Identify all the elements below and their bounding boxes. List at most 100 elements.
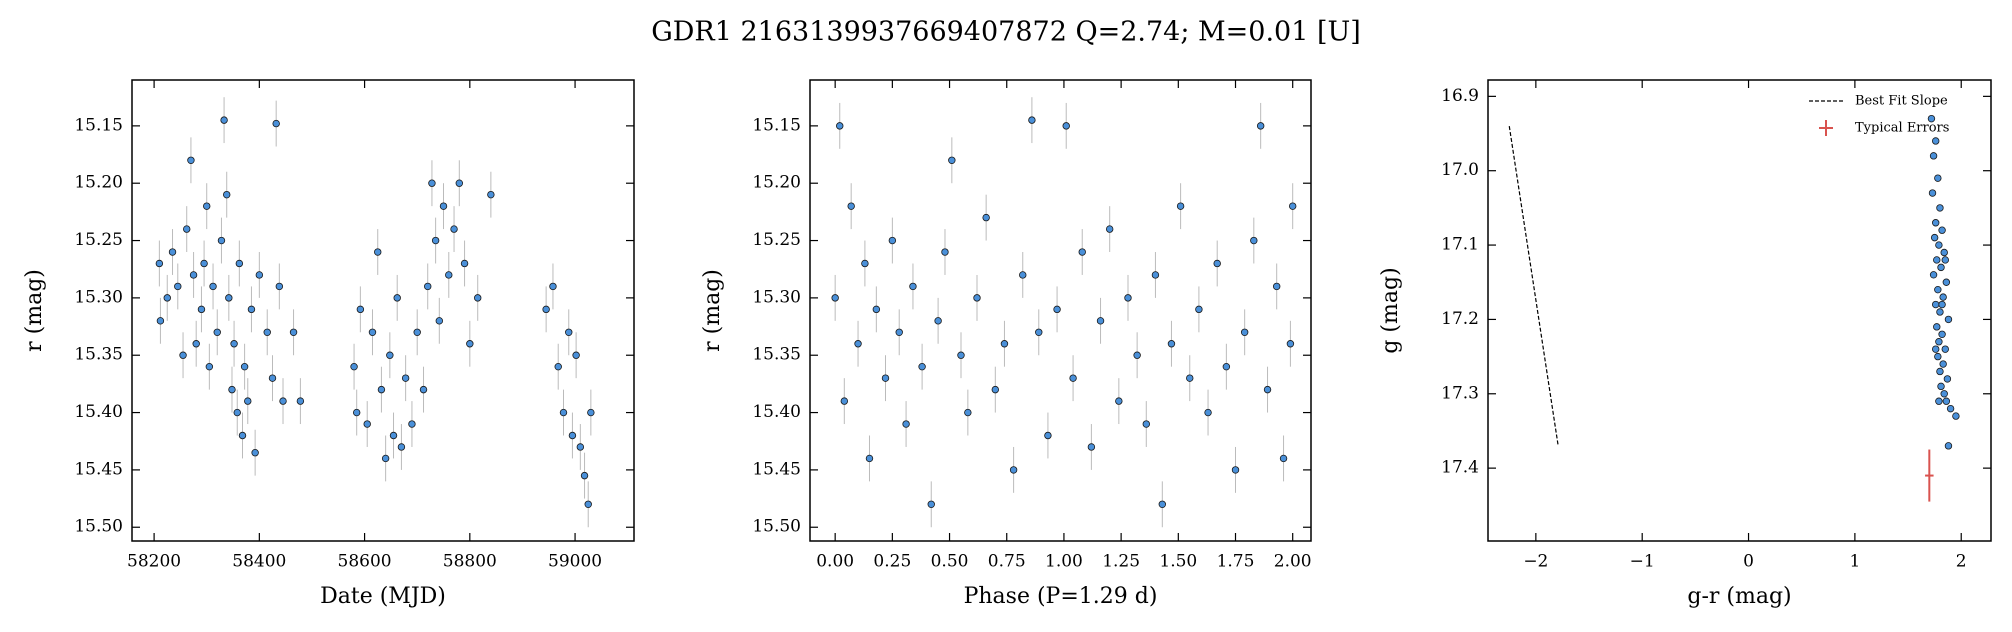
point xyxy=(1009,466,1018,474)
point xyxy=(374,248,382,256)
point xyxy=(1087,443,1096,451)
point xyxy=(155,259,164,268)
point xyxy=(1044,431,1052,440)
y-tick-label: 15.25 xyxy=(74,230,123,250)
point xyxy=(225,294,233,302)
point xyxy=(393,294,401,302)
y-tick-label: 15.15 xyxy=(752,115,801,135)
x-axis-label: Phase (P=1.29 d) xyxy=(964,584,1158,609)
point xyxy=(183,225,191,233)
point xyxy=(240,362,249,371)
x-tick-label: 59000 xyxy=(548,552,602,572)
point xyxy=(957,351,965,359)
point xyxy=(1115,397,1123,405)
point xyxy=(263,328,271,336)
point xyxy=(1062,122,1070,130)
point xyxy=(1938,300,1946,309)
x-tick-label: 1.75 xyxy=(1217,552,1255,572)
point xyxy=(247,305,256,314)
point xyxy=(1279,454,1288,463)
point xyxy=(1019,271,1027,279)
y-tick-label: 17.0 xyxy=(1441,160,1479,180)
point xyxy=(168,248,177,256)
point xyxy=(397,443,406,451)
point xyxy=(934,317,942,325)
plot-area xyxy=(831,97,1297,528)
point xyxy=(831,294,839,302)
x-tick-label: 0 xyxy=(1743,552,1754,572)
point xyxy=(192,340,200,348)
point xyxy=(587,408,595,417)
point xyxy=(909,282,917,291)
point xyxy=(1186,374,1194,382)
x-tick-label: 0.50 xyxy=(931,552,969,572)
point xyxy=(352,408,361,417)
point xyxy=(1944,315,1953,324)
point xyxy=(197,305,206,314)
point xyxy=(568,431,577,440)
point xyxy=(268,374,277,382)
point xyxy=(1256,122,1265,130)
point xyxy=(572,351,580,359)
legend-label: Typical Errors xyxy=(1855,121,1949,136)
point xyxy=(549,282,557,291)
point xyxy=(1930,233,1939,242)
legend-label: Best Fit Slope xyxy=(1855,94,1948,109)
point xyxy=(847,202,855,210)
point xyxy=(408,420,416,428)
plot-area xyxy=(155,97,595,528)
point xyxy=(1934,174,1942,182)
point xyxy=(1938,330,1946,338)
point xyxy=(1035,328,1043,336)
point xyxy=(235,259,244,268)
point xyxy=(419,385,428,394)
point xyxy=(200,259,208,268)
point xyxy=(1222,362,1231,371)
point xyxy=(445,271,453,279)
point xyxy=(272,119,280,128)
x-tick-label: −1 xyxy=(1630,552,1655,572)
x-tick-label: 58200 xyxy=(127,552,181,572)
point xyxy=(203,202,211,210)
y-axis-label: r (mag) xyxy=(700,269,725,352)
point xyxy=(174,282,182,291)
point xyxy=(1941,345,1949,353)
point xyxy=(251,448,259,457)
point xyxy=(205,362,214,371)
point xyxy=(1935,397,1943,405)
y-tick-label: 15.35 xyxy=(74,345,123,365)
point xyxy=(895,328,903,336)
point xyxy=(1195,305,1203,314)
point xyxy=(1946,404,1955,413)
point xyxy=(1231,466,1240,474)
point xyxy=(580,471,589,480)
point xyxy=(1936,367,1944,376)
y-tick-label: 15.30 xyxy=(752,287,801,307)
point xyxy=(1932,137,1940,145)
point xyxy=(1935,338,1943,346)
point xyxy=(881,374,890,382)
point xyxy=(1940,248,1948,257)
point xyxy=(1934,285,1942,294)
y-tick-label: 15.35 xyxy=(752,345,801,365)
point xyxy=(350,362,358,371)
point xyxy=(1940,390,1948,398)
point xyxy=(213,328,221,336)
point xyxy=(1939,293,1947,301)
point xyxy=(356,305,365,314)
point xyxy=(289,328,298,336)
point xyxy=(1176,202,1185,210)
y-tick-label: 17.1 xyxy=(1441,235,1479,255)
x-axis-label: Date (MJD) xyxy=(320,584,446,609)
point xyxy=(865,454,874,463)
x-tick-label: 1.00 xyxy=(1045,552,1083,572)
point xyxy=(223,190,231,199)
y-tick-label: 17.4 xyxy=(1441,458,1479,478)
y-axis-label: g (mag) xyxy=(1378,267,1403,353)
x-tick-label: 1 xyxy=(1849,552,1860,572)
point xyxy=(209,282,217,291)
point xyxy=(1952,412,1960,420)
point xyxy=(1167,340,1176,348)
point xyxy=(918,362,926,371)
